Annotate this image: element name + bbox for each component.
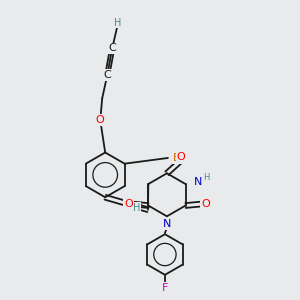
Text: F: F — [162, 283, 168, 293]
Text: H: H — [115, 18, 122, 28]
Text: O: O — [96, 115, 105, 125]
Text: C: C — [103, 70, 111, 80]
Text: Br: Br — [172, 153, 184, 163]
Text: O: O — [124, 199, 133, 209]
Text: H: H — [203, 173, 210, 182]
Text: O: O — [201, 199, 210, 209]
Text: H: H — [133, 203, 140, 213]
Text: O: O — [177, 152, 185, 163]
Text: N: N — [163, 219, 171, 229]
Text: N: N — [194, 177, 202, 187]
Text: C: C — [108, 44, 116, 53]
